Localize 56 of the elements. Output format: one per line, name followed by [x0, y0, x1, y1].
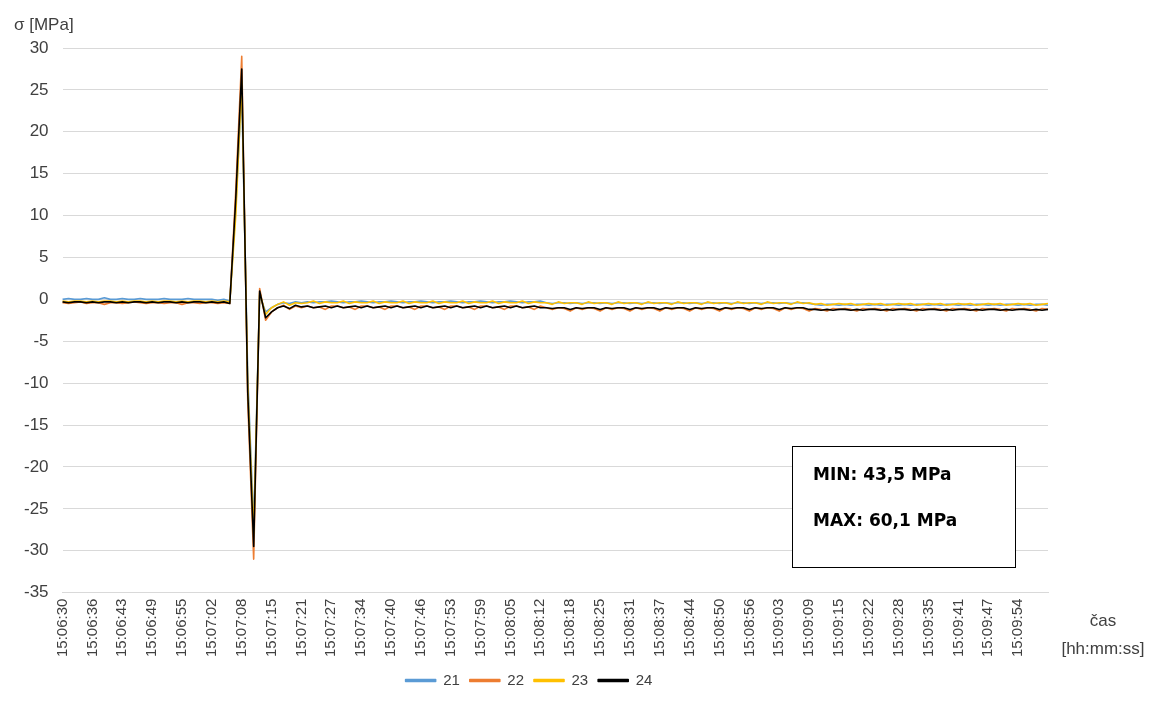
y-tick-label: 10	[29, 205, 49, 225]
x-tick-label: 15:06:36	[82, 598, 100, 657]
legend-label: 22	[507, 670, 524, 688]
x-tick-label: 15:07:08	[231, 598, 249, 657]
x-tick-label: 15:08:44	[679, 598, 697, 657]
y-tick-label: 30	[29, 37, 49, 57]
y-tick-label: 15	[29, 163, 49, 183]
x-tick-label: 15:07:40	[381, 598, 399, 657]
y-axis-title: σ [MPa]	[14, 15, 74, 35]
y-tick-label: -25	[23, 498, 49, 518]
y-tick-label: -10	[23, 372, 49, 392]
y-tick-label: -30	[23, 540, 49, 560]
y-tick-label: 0	[39, 289, 49, 309]
y-tick-label: 20	[29, 121, 49, 141]
x-tick-label: 15:09:41	[948, 598, 966, 657]
x-tick-label: 15:07:15	[261, 598, 279, 657]
y-tick-label: -35	[23, 582, 49, 602]
x-tick-label: 15:08:56	[739, 598, 757, 657]
y-tick-label: -5	[33, 330, 49, 350]
legend-label: 21	[443, 670, 460, 688]
x-tick-label: 15:09:54	[1008, 598, 1026, 657]
legend-label: 23	[571, 670, 589, 688]
x-tick-label: 15:09:35	[918, 598, 936, 657]
x-tick-label: 15:07:27	[321, 598, 339, 657]
x-tick-label: 15:08:50	[709, 598, 727, 657]
x-tick-label: 15:08:37	[649, 598, 667, 657]
x-tick-label: 15:09:47	[978, 598, 996, 657]
x-tick-label: 15:07:21	[291, 598, 309, 657]
x-tick-label: 15:07:46	[411, 598, 429, 657]
x-tick-label: 15:09:09	[799, 598, 817, 657]
x-tick-label: 15:09:03	[769, 598, 787, 657]
x-tick-label: 15:08:31	[620, 598, 638, 657]
annotation: MAX: 60,1 MPa	[813, 509, 959, 532]
x-tick-label: 15:07:02	[202, 598, 220, 657]
x-tick-label: 15:06:55	[172, 598, 190, 657]
y-tick-label: -20	[23, 456, 49, 476]
x-tick-label: 15:06:30	[52, 598, 70, 657]
x-axis-title: čas [hh:mm:ss]	[1061, 610, 1145, 658]
x-tick-label: 15:08:12	[530, 598, 548, 657]
y-tick-label: 25	[29, 79, 49, 99]
x-tick-label: 15:08:05	[500, 598, 518, 657]
annotation: MIN: 43,5 MPa	[813, 463, 953, 486]
x-tick-label: 15:06:43	[112, 598, 130, 657]
x-tick-label: 15:08:18	[560, 598, 578, 657]
x-tick-label: 15:07:59	[470, 598, 488, 657]
x-tick-label: 15:06:49	[142, 598, 160, 657]
x-tick-label: 15:07:53	[440, 598, 458, 657]
y-tick-label: 5	[39, 247, 49, 267]
x-tick-label: 15:09:15	[829, 598, 847, 657]
x-tick-label: 15:09:22	[858, 598, 876, 657]
note-box: MIN: 43,5 MPa MAX: 60,1 MPa	[792, 446, 1016, 568]
x-tick-label: 15:09:28	[888, 598, 906, 657]
x-tick-label: 15:07:34	[351, 598, 369, 657]
y-tick-label: -15	[23, 414, 49, 434]
x-tick-label: 15:08:25	[590, 598, 608, 657]
legend-label: 24	[635, 670, 653, 688]
